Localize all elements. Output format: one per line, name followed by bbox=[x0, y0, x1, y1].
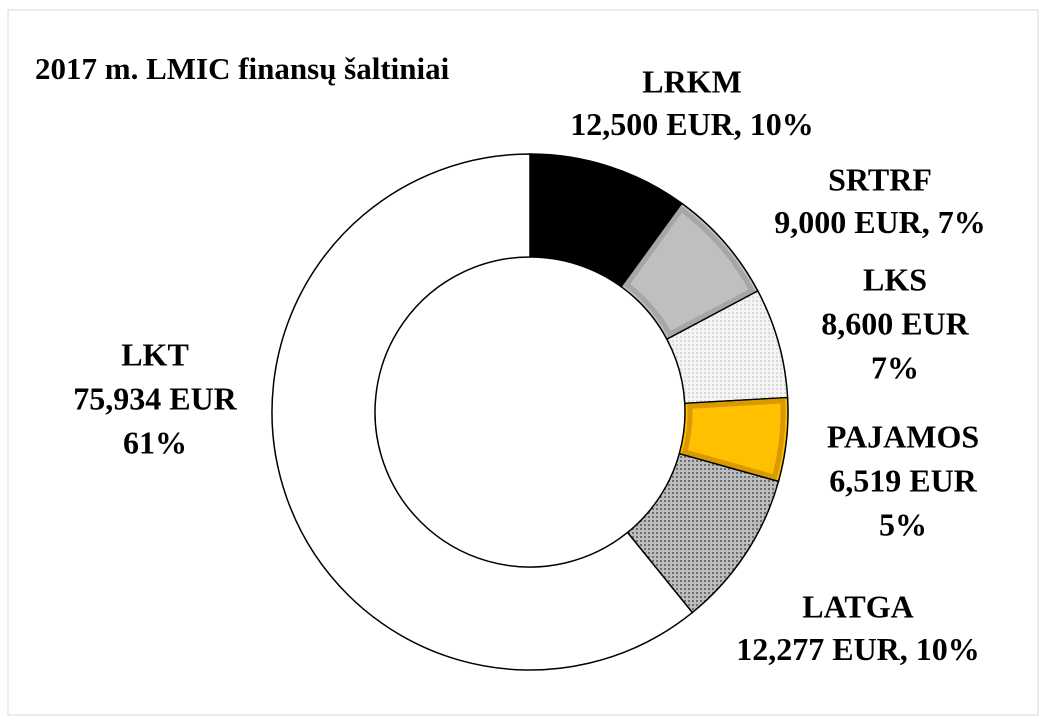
label-percent: 7% bbox=[938, 204, 986, 240]
label-name: SRTRF bbox=[828, 161, 932, 197]
label-value: 6,519 EUR bbox=[829, 462, 977, 498]
label-percent: 7% bbox=[871, 349, 919, 385]
label-percent: 10% bbox=[916, 631, 980, 667]
label-value: 75,934 EUR bbox=[73, 380, 237, 416]
label-line: 12,277 EUR, 10% bbox=[736, 631, 980, 667]
donut-segment bbox=[271, 153, 694, 671]
label-name: LRKM bbox=[642, 63, 742, 99]
label-percent: 5% bbox=[879, 506, 927, 542]
segment-inner-border bbox=[623, 205, 756, 338]
label-line: 9,000 EUR, 7% bbox=[774, 204, 986, 240]
label-name: PAJAMOS bbox=[827, 418, 979, 454]
label-name: LATGA bbox=[802, 588, 913, 624]
label-percent: 61% bbox=[123, 424, 187, 460]
label-value: 12,277 EUR, bbox=[736, 631, 908, 667]
label-percent: 10% bbox=[750, 106, 814, 142]
label-name: LKT bbox=[121, 336, 189, 372]
label-value: 8,600 EUR bbox=[821, 305, 969, 341]
label-line: 12,500 EUR, 10% bbox=[570, 106, 814, 142]
chart-title: 2017 m. LMIC finansų šaltiniai bbox=[35, 51, 450, 86]
label-name: LKS bbox=[863, 261, 927, 297]
label-value: 12,500 EUR, bbox=[570, 106, 742, 142]
label-value: 9,000 EUR, bbox=[774, 204, 930, 240]
segment-inner-border bbox=[681, 398, 786, 481]
